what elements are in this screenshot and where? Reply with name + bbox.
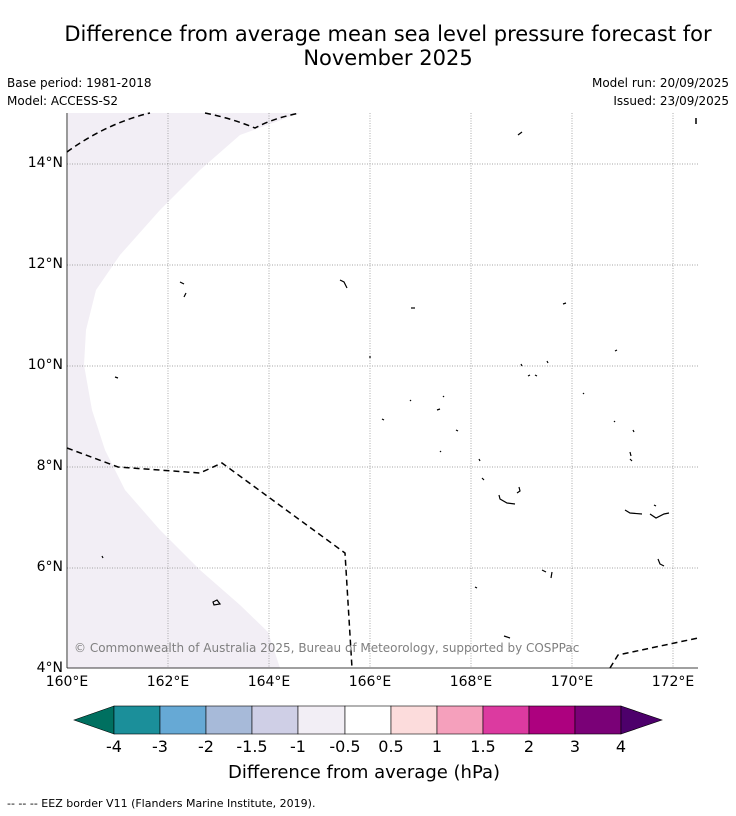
colorbar-segment — [205, 705, 253, 735]
issued-date: Issued: 23/09/2025 — [613, 94, 729, 108]
colorbar-tick-label: -2 — [198, 737, 214, 756]
copyright-notice: © Commonwealth of Australia 2025, Bureau… — [74, 641, 580, 655]
colorbar — [73, 705, 663, 735]
colorbar-segment — [390, 705, 438, 735]
lat-label-8n: 8°N — [36, 458, 63, 474]
colorbar-segment — [159, 705, 207, 735]
colorbar-segment — [482, 705, 530, 735]
colorbar-segment — [574, 705, 622, 735]
colorbar-tick-label: -4 — [106, 737, 122, 756]
colorbar-tick-label: -0.5 — [329, 737, 361, 756]
colorbar-segment — [251, 705, 299, 735]
lat-label-4n: 4°N — [36, 660, 63, 676]
lon-label-172e: 172°E — [651, 674, 695, 690]
colorbar-tick-label: 3 — [569, 737, 581, 756]
lon-label-168e: 168°E — [449, 674, 493, 690]
colorbar-tick-label: -1 — [290, 737, 306, 756]
meta-right: Model run: 20/09/2025 Issued: 23/09/2025 — [592, 74, 729, 110]
gridlines — [67, 113, 698, 668]
model-name: Model: ACCESS-S2 — [7, 94, 119, 108]
lat-label-12n: 12°N — [27, 256, 63, 272]
lon-label-162e: 162°E — [146, 674, 190, 690]
eez-legend: -- -- -- EEZ border V11 (Flanders Marine… — [7, 797, 316, 810]
colorbar-extend-low — [73, 705, 115, 735]
map-frame — [66, 113, 698, 669]
pressure-anomaly-region — [68, 113, 300, 668]
lon-label-170e: 170°E — [550, 674, 594, 690]
colorbar-segment — [297, 705, 346, 735]
lat-label-14n: 14°N — [27, 155, 63, 171]
colorbar-tick-label: 1 — [431, 737, 443, 756]
eez-borders — [66, 112, 699, 669]
colorbar-tick-label: -1.5 — [236, 737, 268, 756]
lon-label-166e: 166°E — [348, 674, 392, 690]
colorbar-tick-label: -3 — [152, 737, 168, 756]
colorbar-tick-label: 4 — [615, 737, 627, 756]
chart-title: Difference from average mean sea level p… — [40, 22, 736, 70]
colorbar-tick-label: 1.5 — [470, 737, 496, 756]
lon-label-160e: 160°E — [45, 674, 89, 690]
model-run: Model run: 20/09/2025 — [591, 76, 729, 90]
colorbar-segment — [113, 705, 161, 735]
base-period: Base period: 1981-2018 — [7, 76, 152, 90]
lat-label-10n: 10°N — [27, 357, 63, 373]
colorbar-tick-label: 0.5 — [378, 737, 404, 756]
colorbar-segment — [436, 705, 484, 735]
colorbar-extend-high — [620, 705, 663, 735]
title-line-1: Difference from average mean sea level p… — [64, 22, 712, 46]
title-line-2: November 2025 — [303, 46, 473, 70]
lat-label-6n: 6°N — [36, 559, 63, 575]
colorbar-title: Difference from average (hPa) — [228, 762, 501, 783]
colorbar-segment — [344, 705, 392, 735]
colorbar-segment — [528, 705, 576, 735]
colorbar-tick-label: 2 — [523, 737, 535, 756]
meta-left: Base period: 1981-2018 Model: ACCESS-S2 — [7, 74, 152, 110]
lon-label-164e: 164°E — [247, 674, 291, 690]
islands — [101, 131, 670, 639]
